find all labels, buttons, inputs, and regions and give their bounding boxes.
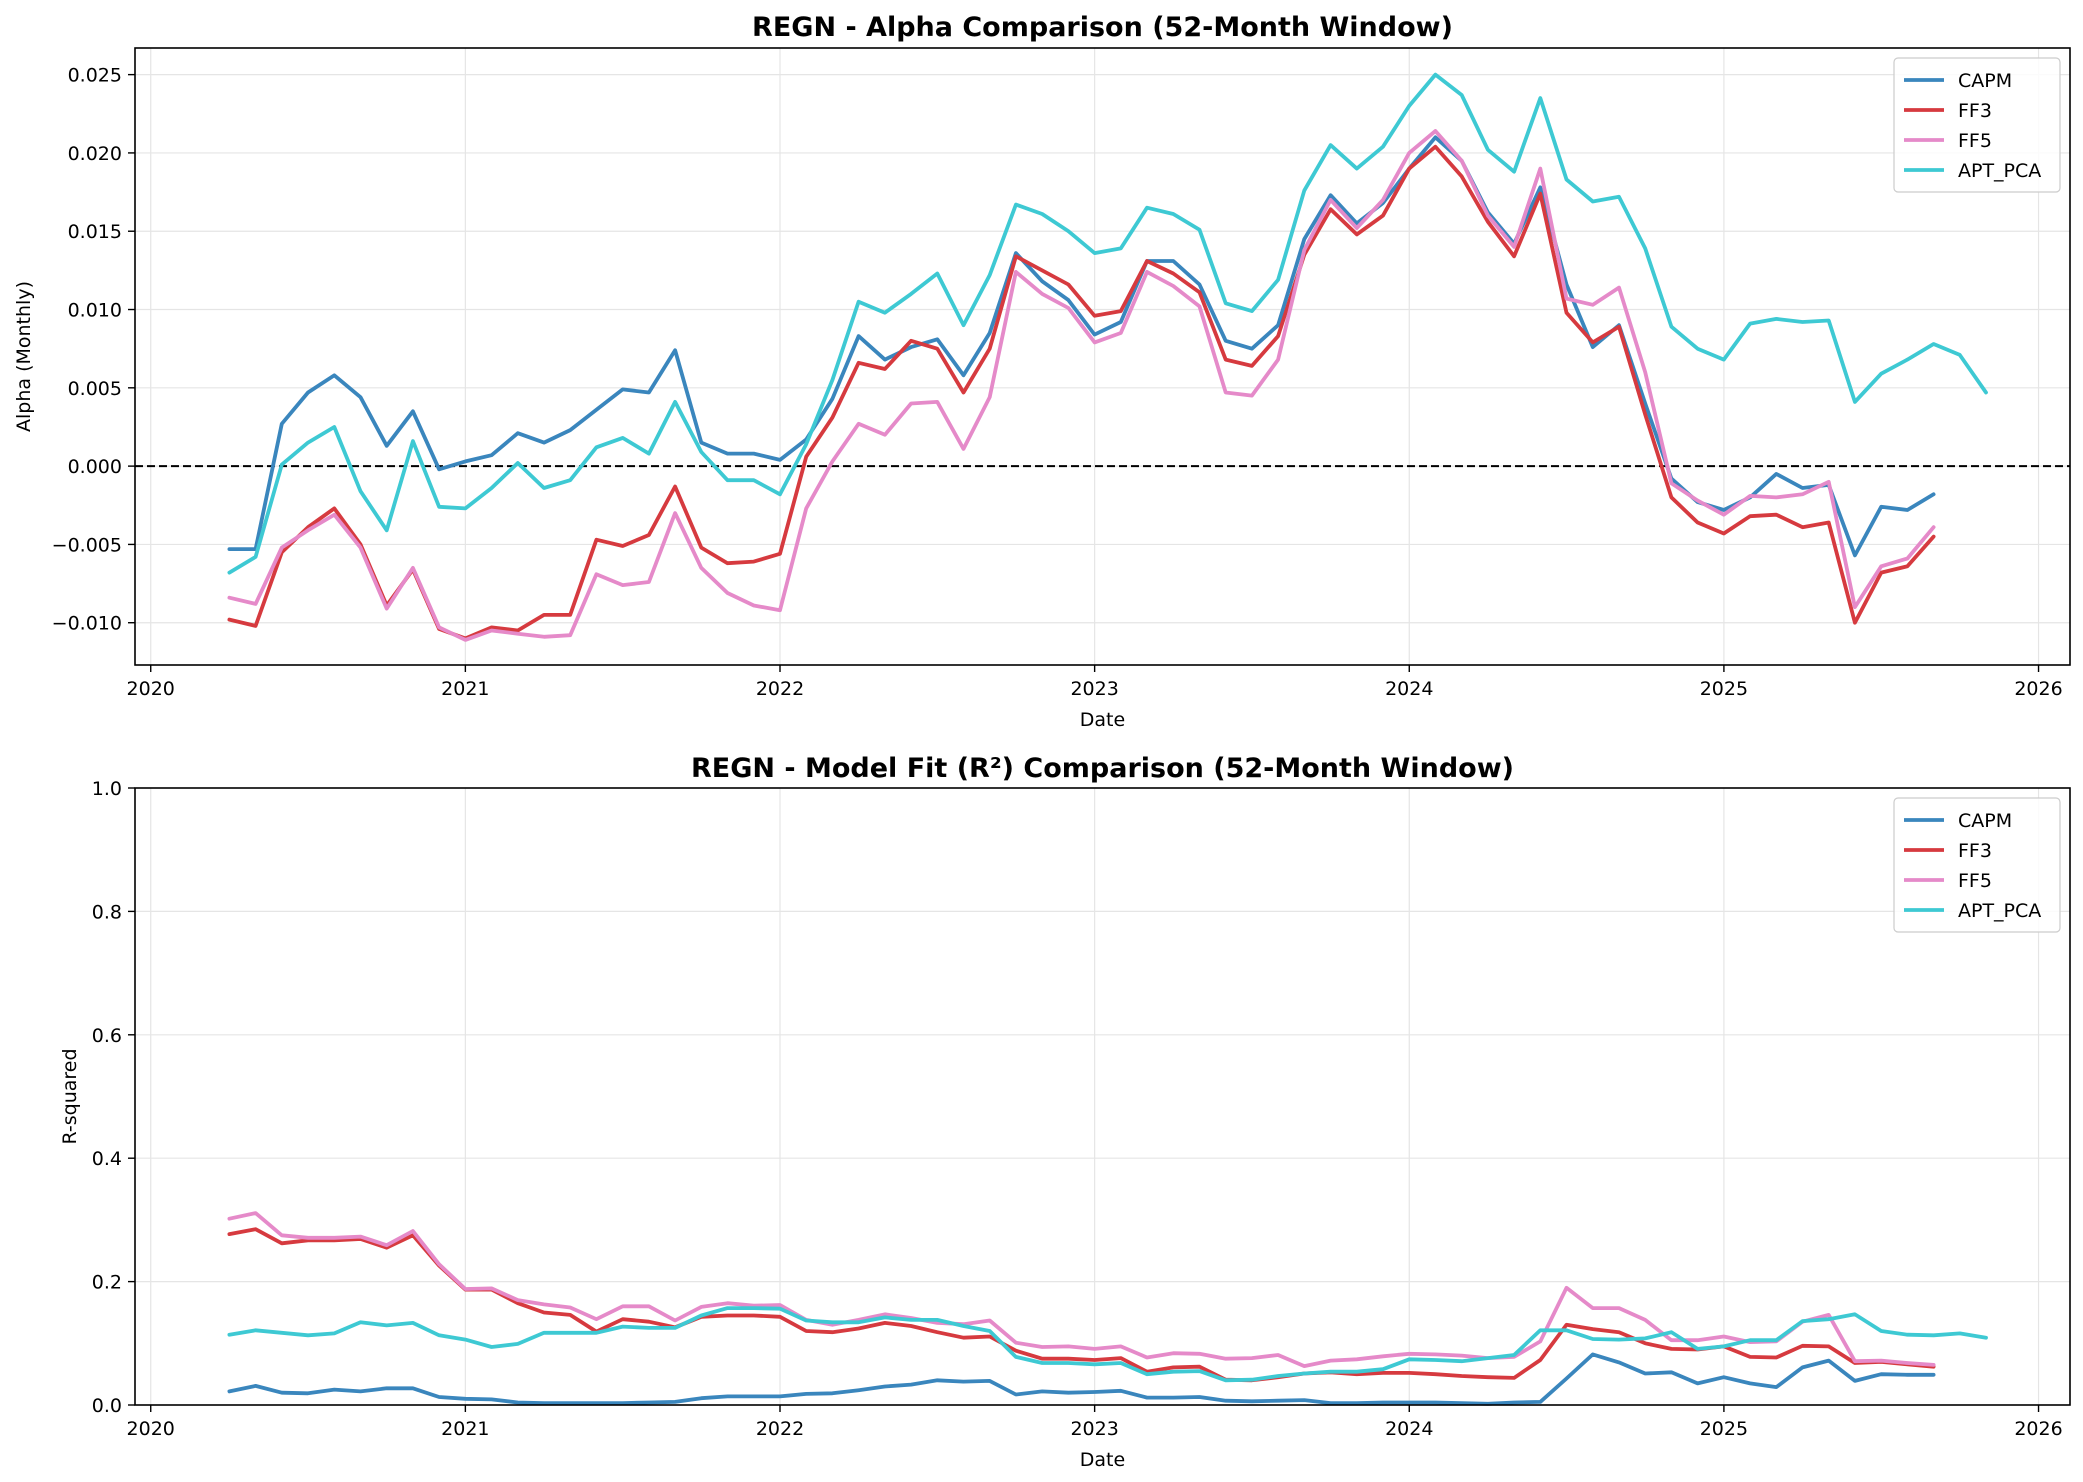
legend-label-ff5: FF5	[1958, 870, 1992, 892]
x-tick-label: 2022	[756, 678, 804, 700]
x-axis-label: Date	[1080, 1449, 1125, 1471]
y-tick-label: 0.005	[68, 378, 122, 400]
y-tick-label: −0.010	[52, 613, 122, 635]
series-line-ff3	[227, 1227, 1936, 1383]
y-tick-label: 0.6	[92, 1025, 122, 1047]
legend-label-ff3: FF3	[1958, 100, 1992, 122]
series-line-ff5	[227, 129, 1936, 642]
x-tick-label: 2024	[1385, 1418, 1433, 1440]
y-tick-label: 0.010	[68, 300, 122, 322]
x-tick-label: 2026	[2014, 678, 2062, 700]
x-tick-label: 2021	[441, 1418, 489, 1440]
chart-1: 2020 2021 2022 2023 2024 2025 2026 −0.010 −0.005…	[13, 12, 2071, 731]
x-tick-label: 2021	[441, 678, 489, 700]
y-tick-label: −0.005	[52, 534, 122, 556]
y-tick-label: 0.025	[68, 65, 122, 87]
legend: CAPM FF3 FF5 APT_PCA	[1893, 797, 2061, 933]
legend-label-ff5: FF5	[1958, 130, 1992, 152]
plot-frame	[134, 47, 2071, 666]
x-tick-label: 2026	[2014, 1418, 2062, 1440]
y-tick-label: 0.0	[92, 1395, 122, 1417]
y-axis-label: Alpha (Monthly)	[13, 281, 35, 432]
series-line-capm	[227, 1352, 1936, 1406]
x-tick-label: 2020	[127, 678, 175, 700]
x-tick-label: 2023	[1070, 678, 1118, 700]
y-axis-label: R-squared	[59, 1048, 81, 1144]
chart-2: 2020 2021 2022 2023 2024 2025 2026 0.0 0.2 0.4 0.6…	[59, 753, 2071, 1471]
x-tick-label: 2020	[127, 1418, 175, 1440]
y-tick-label: 0.4	[92, 1148, 122, 1170]
legend-box	[1893, 57, 2061, 193]
legend-label-capm: CAPM	[1958, 810, 2012, 832]
series-line-apt_pca	[227, 72, 1988, 575]
y-tick-label: 1.0	[92, 778, 122, 800]
x-tick-label: 2024	[1385, 678, 1433, 700]
series-line-capm	[227, 135, 1936, 558]
legend-box	[1893, 797, 2061, 933]
legend-label-apt_pca: APT_PCA	[1958, 900, 2041, 922]
series-line-ff3	[227, 144, 1936, 641]
x-tick-label: 2025	[1700, 1418, 1748, 1440]
chart-title: REGN - Model Fit (R²) Comparison (52-Mon…	[691, 753, 1514, 784]
legend-label-ff3: FF3	[1958, 840, 1992, 862]
y-tick-label: 0.2	[92, 1272, 122, 1294]
legend-label-capm: CAPM	[1958, 70, 2012, 92]
x-tick-label: 2022	[756, 1418, 804, 1440]
chart-title: REGN - Alpha Comparison (52-Month Window…	[752, 12, 1453, 43]
legend: CAPM FF3 FF5 APT_PCA	[1893, 57, 2061, 193]
y-tick-label: 0.000	[68, 456, 122, 478]
y-tick-label: 0.8	[92, 901, 122, 923]
y-tick-label: 0.015	[68, 221, 122, 243]
x-tick-label: 2023	[1070, 1418, 1118, 1440]
series-line-apt_pca	[227, 1306, 1988, 1383]
series-line-ff5	[227, 1211, 1936, 1368]
x-axis-label: Date	[1080, 709, 1125, 731]
legend-label-apt_pca: APT_PCA	[1958, 160, 2041, 182]
x-tick-label: 2025	[1700, 678, 1748, 700]
y-tick-label: 0.020	[68, 143, 122, 165]
plot-frame	[134, 787, 2071, 1406]
